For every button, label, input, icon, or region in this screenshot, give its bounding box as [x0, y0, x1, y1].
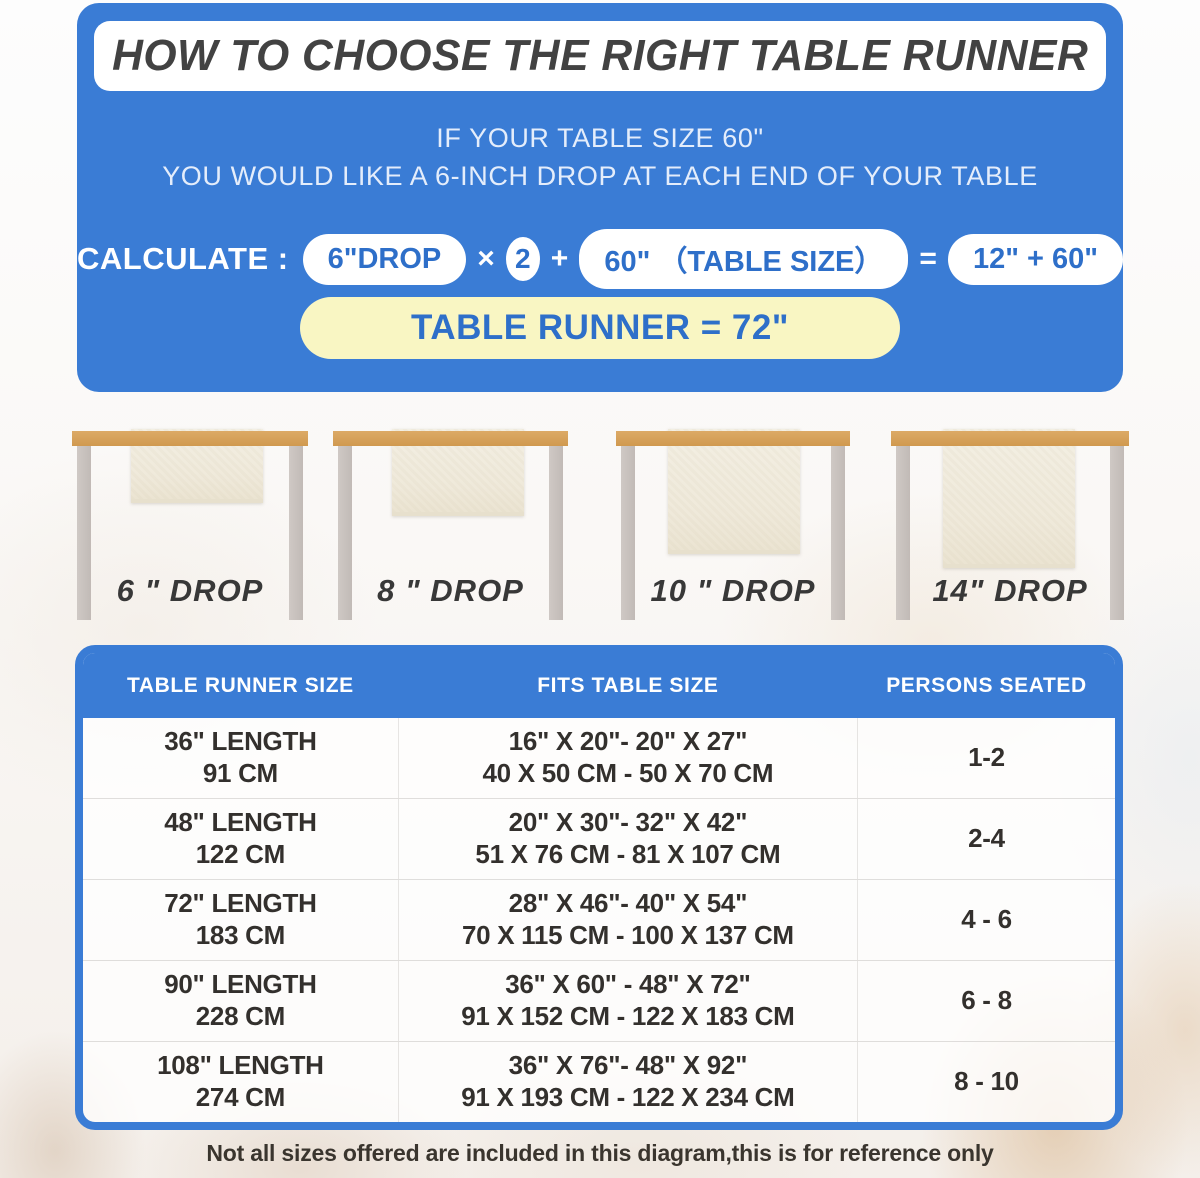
fits-size-cell: 36" X 76"- 48" X 92" 91 X 193 CM - 122 X…	[397, 1042, 859, 1122]
page-title: HOW TO CHOOSE THE RIGHT TABLE RUNNER	[111, 31, 1089, 80]
drop-label-10: 10 " DROP	[650, 573, 816, 608]
calculate-label: CALCULATE :	[77, 241, 289, 276]
runner-size-cell: 90" LENGTH 228 CM	[83, 961, 398, 1041]
persons-value: 6 - 8	[961, 985, 1012, 1016]
runner-size-inches: 108" LENGTH	[157, 1050, 324, 1081]
fits-size-cm: 91 X 152 CM - 122 X 183 CM	[461, 1001, 795, 1031]
fits-size-cell: 36" X 60" - 48" X 72" 91 X 152 CM - 122 …	[397, 961, 859, 1041]
fits-size-cm: 70 X 115 CM - 100 X 137 CM	[461, 920, 794, 950]
table-row: 108" LENGTH 274 CM 36" X 76"- 48" X 92" …	[83, 1041, 1115, 1122]
persons-value: 2-4	[968, 823, 1005, 854]
table-runner-swatch	[943, 429, 1075, 568]
fits-size-inches: 36" X 76"- 48" X 92"	[508, 1050, 748, 1081]
drop-pill: 6"DROP	[302, 233, 467, 285]
persons-value: 4 - 6	[961, 904, 1012, 935]
persons-cell: 8 - 10	[858, 1042, 1115, 1122]
table-row: 48" LENGTH 122 CM 20" X 30"- 32" X 42" 5…	[83, 798, 1115, 879]
table-figure-14-drop: 14" DROP	[891, 429, 1129, 636]
multiplier-badge: 2	[505, 237, 540, 281]
drop-label-14: 14" DROP	[932, 573, 1088, 608]
fits-size-cell: 16" X 20"- 20" X 27" 40 X 50 CM - 50 X 7…	[397, 718, 859, 798]
persons-cell: 1-2	[858, 718, 1115, 798]
table-figure-8-drop: 8 " DROP	[333, 429, 568, 636]
fits-size-inches: 36" X 60" - 48" X 72"	[505, 969, 751, 1000]
drop-label-8: 8 " DROP	[377, 573, 524, 608]
table-leg-right	[1110, 446, 1124, 620]
runner-size-cm: 274 CM	[195, 1082, 286, 1112]
runner-size-cell: 36" LENGTH 91 CM	[83, 718, 398, 798]
table-row: 90" LENGTH 228 CM 36" X 60" - 48" X 72" …	[83, 960, 1115, 1041]
table-leg-left	[338, 446, 352, 620]
runner-size-inches: 90" LENGTH	[164, 969, 317, 1000]
fits-size-cm: 40 X 50 CM - 50 X 70 CM	[482, 758, 774, 788]
table-runner-swatch	[668, 429, 800, 554]
runner-size-cm: 91 CM	[202, 758, 278, 788]
column-header-persons-seated: PERSONS SEATED	[886, 673, 1087, 697]
runner-size-cm: 122 CM	[195, 839, 286, 869]
equals-sign: =	[919, 242, 937, 275]
sum-pill: 12" + 60"	[947, 233, 1123, 285]
footer-note: Not all sizes offered are included in th…	[206, 1140, 994, 1166]
title-banner: HOW TO CHOOSE THE RIGHT TABLE RUNNER	[94, 21, 1106, 91]
table-leg-right	[289, 446, 303, 620]
tabletop	[72, 431, 308, 446]
persons-value: 8 - 10	[954, 1066, 1019, 1097]
result-text: TABLE RUNNER = 72"	[411, 308, 789, 347]
result-pill: TABLE RUNNER = 72"	[300, 297, 900, 359]
table-leg-left	[896, 446, 910, 620]
intro-line-1: IF YOUR TABLE SIZE 60"	[436, 123, 764, 153]
runner-size-cell: 72" LENGTH 183 CM	[83, 880, 398, 960]
table-leg-right	[549, 446, 563, 620]
tabletop	[891, 431, 1129, 446]
size-table-body: 36" LENGTH 91 CM 16" X 20"- 20" X 27" 40…	[83, 718, 1115, 1122]
runner-size-inches: 36" LENGTH	[164, 726, 317, 757]
persons-cell: 4 - 6	[858, 880, 1115, 960]
runner-size-inches: 72" LENGTH	[164, 888, 317, 919]
table-leg-left	[77, 446, 91, 620]
size-table-panel: TABLE RUNNER SIZE FITS TABLE SIZE PERSON…	[75, 645, 1123, 1130]
times-sign: ×	[477, 242, 495, 275]
persons-cell: 6 - 8	[858, 961, 1115, 1041]
plus-sign: +	[550, 242, 569, 275]
fits-size-cell: 28" X 46"- 40" X 54" 70 X 115 CM - 100 X…	[397, 880, 859, 960]
tabletop	[616, 431, 850, 446]
table-leg-left	[621, 446, 635, 620]
intro-line-2: YOU WOULD LIKE A 6-INCH DROP AT EACH END…	[162, 161, 1038, 191]
table-row: 36" LENGTH 91 CM 16" X 20"- 20" X 27" 40…	[83, 718, 1115, 798]
column-header-fits-table-size: FITS TABLE SIZE	[537, 673, 719, 697]
table-size-pill: 60" （TABLE SIZE）	[579, 229, 909, 289]
table-leg-right	[831, 446, 845, 620]
tabletop	[333, 431, 568, 446]
table-figure-6-drop: 6 " DROP	[72, 429, 308, 636]
fits-size-cm: 91 X 193 CM - 122 X 234 CM	[461, 1082, 795, 1112]
fits-size-inches: 28" X 46"- 40" X 54"	[508, 888, 748, 919]
table-figure-10-drop: 10 " DROP	[616, 429, 850, 636]
runner-size-cell: 108" LENGTH 274 CM	[83, 1042, 398, 1122]
persons-value: 1-2	[968, 742, 1005, 773]
fits-size-inches: 20" X 30"- 32" X 42"	[508, 807, 748, 838]
runner-size-cm: 228 CM	[195, 1001, 286, 1031]
size-table-header: TABLE RUNNER SIZE FITS TABLE SIZE PERSON…	[83, 653, 1115, 718]
table-row: 72" LENGTH 183 CM 28" X 46"- 40" X 54" 7…	[83, 879, 1115, 960]
runner-size-inches: 48" LENGTH	[164, 807, 317, 838]
fits-size-inches: 16" X 20"- 20" X 27"	[508, 726, 748, 757]
fits-size-cm: 51 X 76 CM - 81 X 107 CM	[475, 839, 781, 869]
runner-size-cell: 48" LENGTH 122 CM	[83, 799, 398, 879]
runner-size-cm: 183 CM	[195, 920, 286, 950]
drop-label-6: 6 " DROP	[116, 573, 264, 608]
persons-cell: 2-4	[858, 799, 1115, 879]
header-panel: HOW TO CHOOSE THE RIGHT TABLE RUNNER IF …	[77, 3, 1123, 392]
fits-size-cell: 20" X 30"- 32" X 42" 51 X 76 CM - 81 X 1…	[397, 799, 859, 879]
calculation-row: CALCULATE : 6"DROP × 2 + 60" （TABLE SIZE…	[77, 229, 1123, 289]
column-header-runner-size: TABLE RUNNER SIZE	[126, 673, 354, 697]
